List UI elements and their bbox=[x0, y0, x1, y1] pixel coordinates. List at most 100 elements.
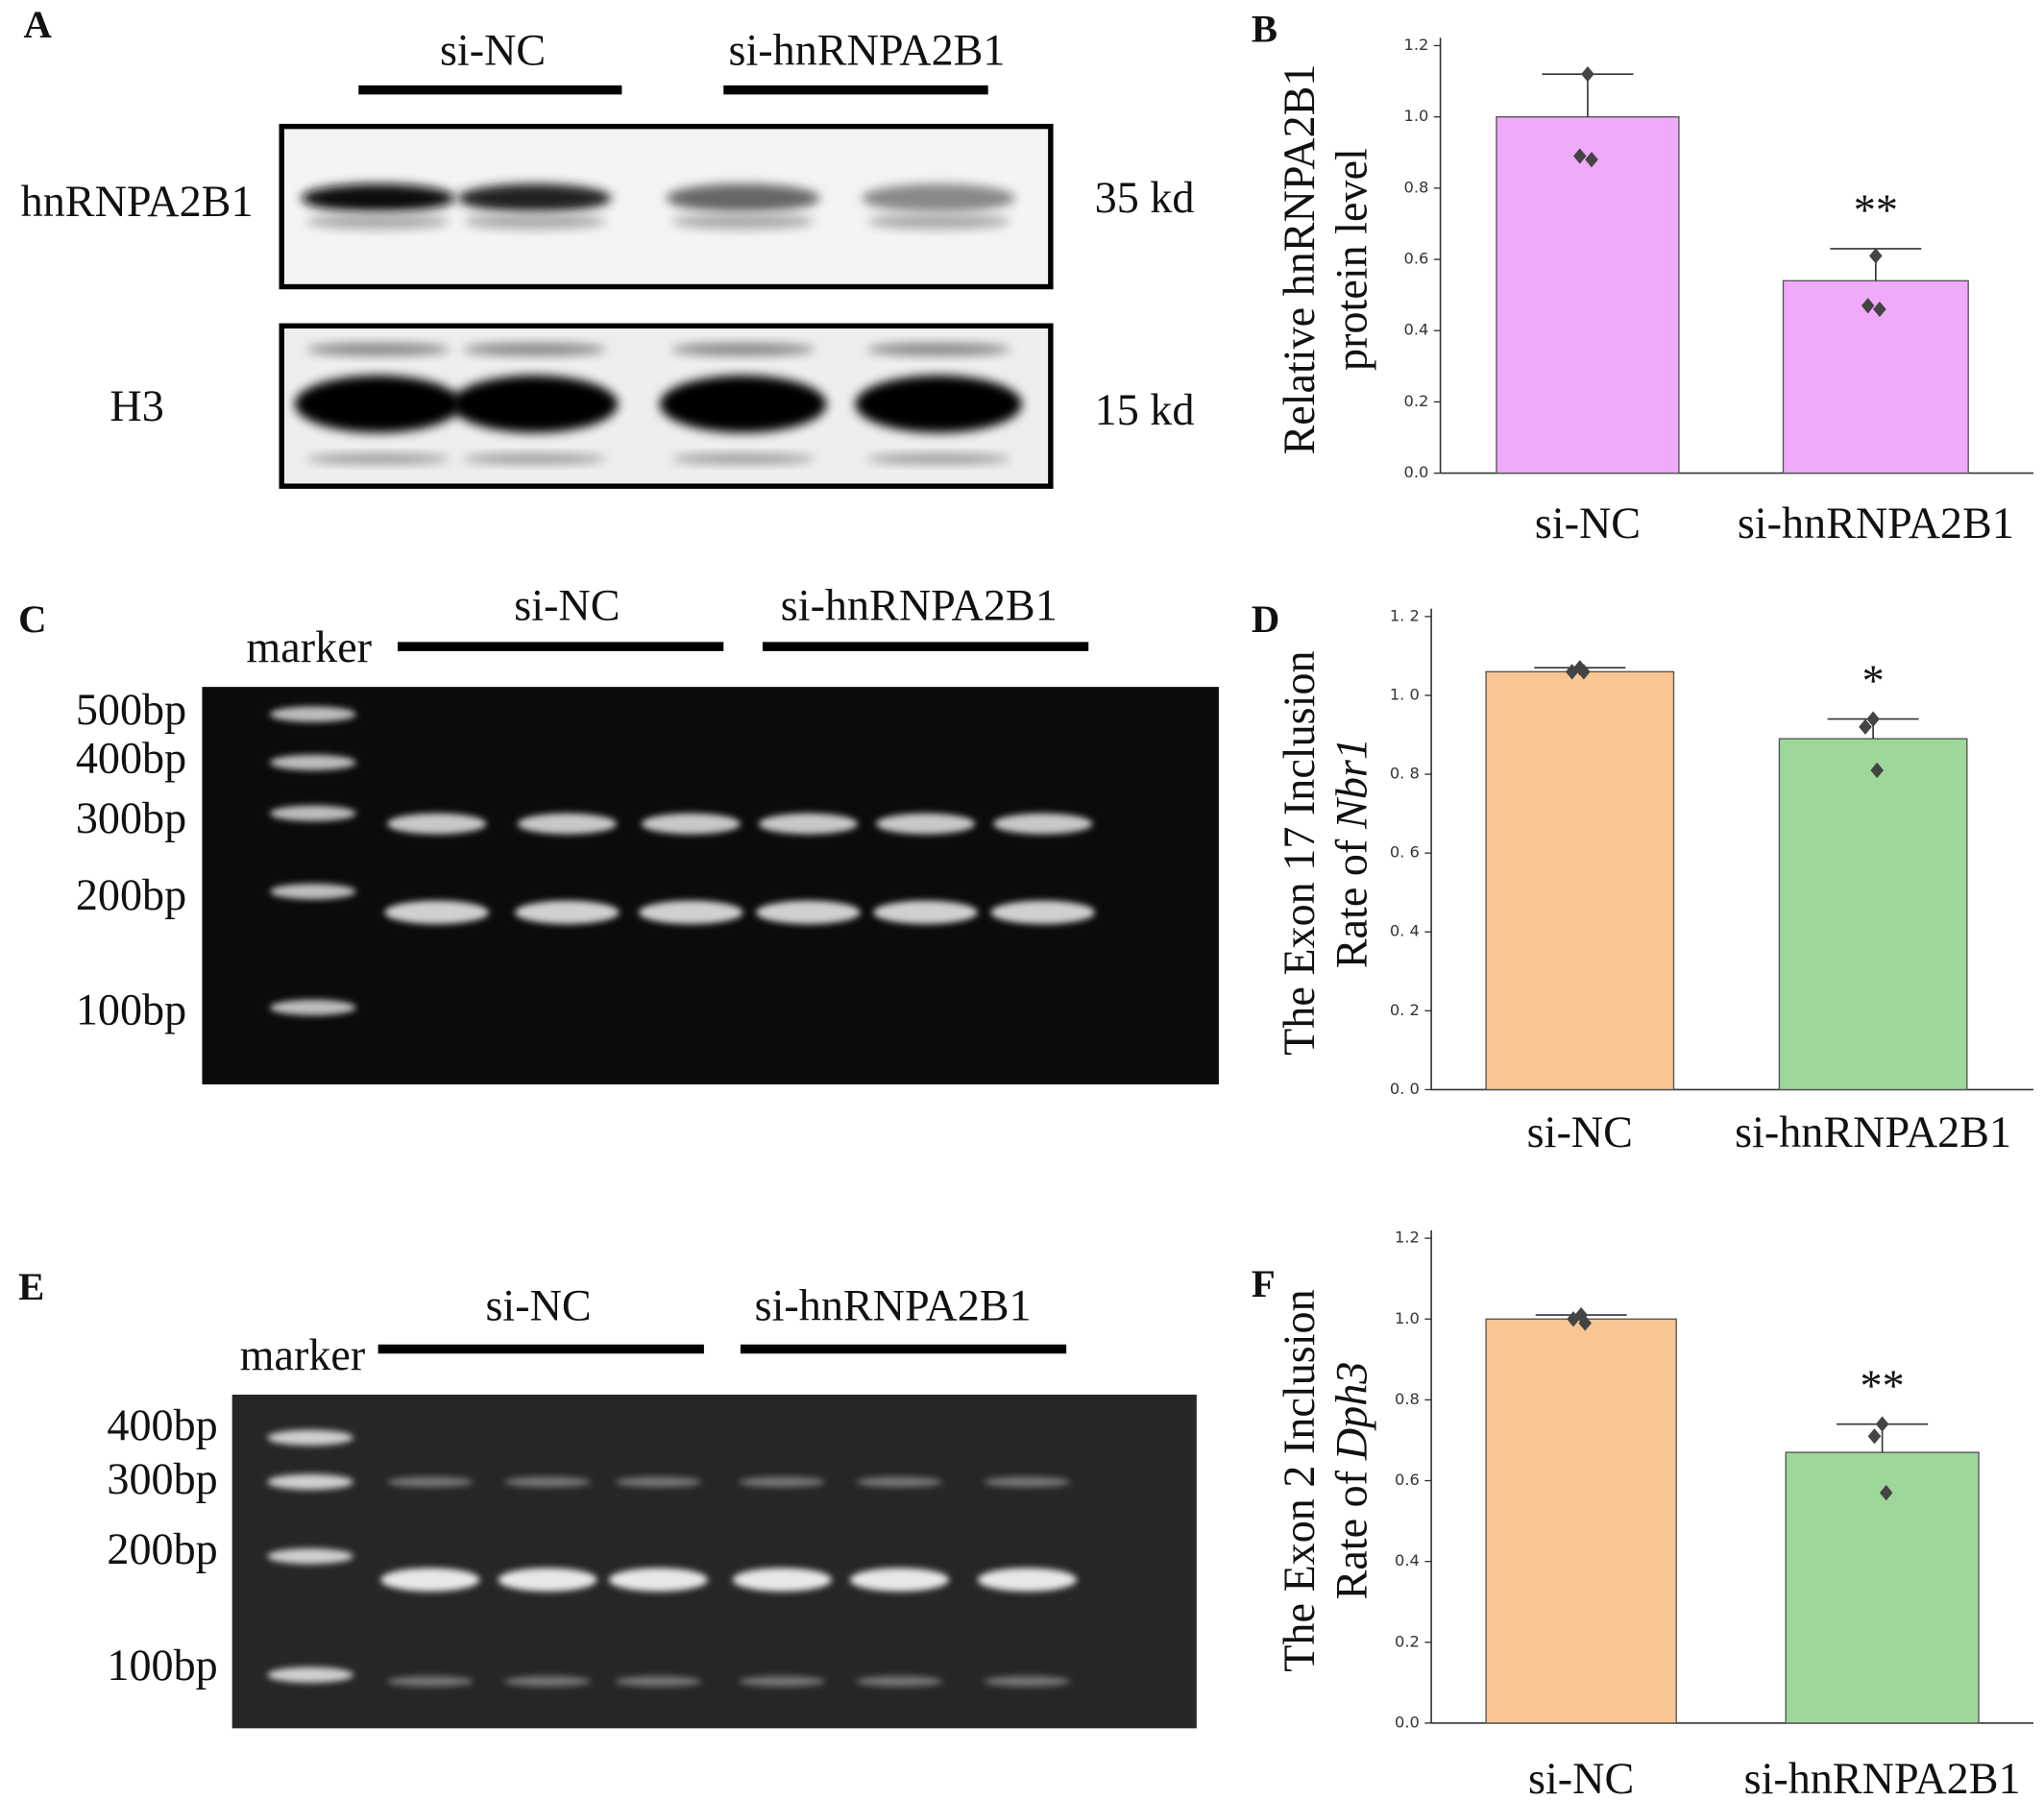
gel-band bbox=[498, 1568, 597, 1592]
data-point bbox=[1581, 66, 1594, 83]
data-point bbox=[1879, 1485, 1893, 1501]
panel-label: A bbox=[24, 3, 53, 46]
y-tick-label: 0.6 bbox=[1404, 250, 1429, 268]
bar bbox=[1778, 738, 1968, 1091]
gel-band bbox=[270, 706, 356, 722]
gel-band bbox=[758, 813, 859, 835]
y-axis-label-line: Rate of bbox=[1326, 1470, 1375, 1599]
bar bbox=[1785, 1451, 1980, 1724]
x-tick-label: si-hnRNPA2B1 bbox=[1735, 1107, 2011, 1156]
data-point bbox=[1565, 664, 1579, 680]
gel-band bbox=[515, 900, 620, 925]
gel-band bbox=[615, 1676, 702, 1687]
y-tick-label: 0. 6 bbox=[1390, 843, 1420, 862]
group-label: si-NC bbox=[485, 1280, 591, 1329]
gel-band bbox=[450, 375, 619, 433]
y-tick-label: 1.2 bbox=[1395, 1228, 1420, 1247]
y-tick-label: 0.4 bbox=[1404, 321, 1429, 339]
y-tick-label: 0. 2 bbox=[1390, 1001, 1420, 1019]
group-label: si-hnRNPA2B1 bbox=[729, 26, 1006, 75]
y-axis-label-line: protein level bbox=[1326, 148, 1375, 371]
gel-band bbox=[873, 900, 978, 925]
gel-band bbox=[306, 342, 450, 356]
gel-band bbox=[876, 813, 976, 835]
data-point bbox=[1867, 1428, 1882, 1445]
gel-band bbox=[639, 900, 743, 925]
agarose-gel bbox=[231, 1344, 1197, 1729]
marker-label: marker bbox=[240, 1330, 366, 1379]
gel-band bbox=[739, 1476, 826, 1488]
data-point bbox=[1875, 1416, 1889, 1432]
data-point bbox=[1866, 711, 1880, 727]
ladder-label: 400bp bbox=[76, 733, 186, 782]
y-tick-label: 1.0 bbox=[1404, 107, 1429, 125]
data-point bbox=[1567, 1311, 1580, 1327]
gel-band bbox=[270, 805, 356, 821]
gel-band bbox=[615, 1476, 702, 1488]
y-axis-label-italic: Dph3 bbox=[1326, 1362, 1375, 1462]
y-axis-label: The Exon 2 InclusionRate of Dph3 bbox=[1275, 1289, 1375, 1671]
gel-band bbox=[866, 453, 1010, 465]
significance: ** bbox=[1861, 1361, 1905, 1410]
gel-band bbox=[267, 1473, 353, 1491]
significance: ** bbox=[1854, 185, 1898, 234]
gel-band bbox=[267, 1666, 353, 1683]
y-tick-label: 0.0 bbox=[1395, 1713, 1420, 1731]
y-tick-label: 0.8 bbox=[1395, 1390, 1420, 1408]
gel-band bbox=[856, 1476, 943, 1488]
x-tick-label: si-hnRNPA2B1 bbox=[1738, 499, 2014, 547]
y-tick-label: 0. 4 bbox=[1390, 922, 1420, 940]
panel-label: E bbox=[18, 1265, 44, 1308]
gel-band bbox=[294, 375, 462, 433]
gel-band bbox=[862, 183, 1016, 213]
gel-band bbox=[384, 900, 489, 925]
gel-band bbox=[462, 453, 607, 465]
size-label: 35 kd bbox=[1095, 173, 1195, 222]
y-axis-label-line: The Exon 2 Inclusion bbox=[1275, 1289, 1324, 1671]
ladder-label: 200bp bbox=[76, 870, 186, 919]
gel-band bbox=[866, 342, 1010, 356]
gel-background bbox=[231, 1394, 1197, 1729]
gel-band bbox=[504, 1476, 591, 1488]
gel-band bbox=[990, 900, 1095, 925]
y-axis-label-line: Relative hnRNPA2B1 bbox=[1275, 64, 1324, 455]
data-point bbox=[1859, 718, 1872, 735]
x-tick-label: si-NC bbox=[1527, 1107, 1633, 1156]
gel-band bbox=[301, 183, 455, 213]
y-tick-label: 0.2 bbox=[1395, 1632, 1420, 1650]
y-axis-label-line: The Exon 17 Inclusion bbox=[1275, 650, 1324, 1055]
gel-band bbox=[756, 900, 861, 925]
gel-band bbox=[855, 375, 1022, 433]
row-label: hnRNPA2B1 bbox=[21, 177, 254, 226]
y-tick-label: 0.8 bbox=[1404, 178, 1429, 196]
western-blot bbox=[279, 85, 1054, 489]
y-tick-label: 0. 8 bbox=[1390, 765, 1420, 783]
data-point bbox=[1573, 148, 1587, 164]
group-label: si-NC bbox=[440, 26, 546, 75]
panel-label: C bbox=[18, 597, 46, 641]
y-tick-label: 1.2 bbox=[1404, 36, 1429, 54]
y-tick-label: 0. 0 bbox=[1390, 1080, 1420, 1098]
gel-band bbox=[739, 1676, 826, 1687]
ladder-label: 500bp bbox=[76, 685, 186, 734]
gel-band bbox=[457, 183, 612, 213]
panel-label: F bbox=[1252, 1262, 1276, 1305]
significance: * bbox=[1862, 656, 1885, 705]
gel-band bbox=[517, 813, 617, 835]
gel-band bbox=[666, 183, 820, 213]
gel-band bbox=[387, 1476, 474, 1488]
row-label: H3 bbox=[110, 381, 163, 430]
gel-band bbox=[462, 213, 607, 230]
gel-band bbox=[641, 813, 741, 835]
gel-background bbox=[202, 687, 1219, 1085]
data-point bbox=[1869, 248, 1883, 264]
gel-band bbox=[984, 1676, 1071, 1687]
gel-band bbox=[732, 1568, 832, 1592]
gel-band bbox=[270, 999, 356, 1016]
gel-band bbox=[866, 213, 1010, 230]
gel-band bbox=[993, 813, 1093, 835]
gel-band bbox=[504, 1676, 591, 1687]
panel-label: B bbox=[1252, 7, 1278, 50]
